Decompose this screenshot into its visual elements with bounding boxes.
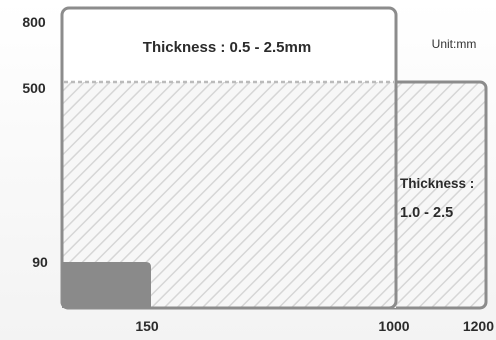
y-label-500: 500 — [22, 80, 46, 96]
x-label-1000: 1000 — [378, 318, 409, 334]
main-thickness-label: Thickness : 0.5 - 2.5mm — [143, 39, 311, 56]
extension-thickness-label-line2: 1.0 - 2.5 — [400, 205, 453, 221]
y-label-800: 800 — [22, 14, 46, 30]
x-label-1200: 1200 — [463, 318, 494, 334]
minimum-region — [62, 262, 151, 308]
main-region-white-top — [62, 8, 396, 82]
main-region-hatched — [62, 82, 396, 308]
main-region-outline — [60, 6, 398, 310]
x-label-150: 150 — [135, 318, 159, 334]
extension-thickness-label-line1: Thickness : — [400, 176, 474, 191]
y-label-90: 90 — [32, 254, 48, 270]
unit-label: Unit:mm — [432, 37, 477, 51]
